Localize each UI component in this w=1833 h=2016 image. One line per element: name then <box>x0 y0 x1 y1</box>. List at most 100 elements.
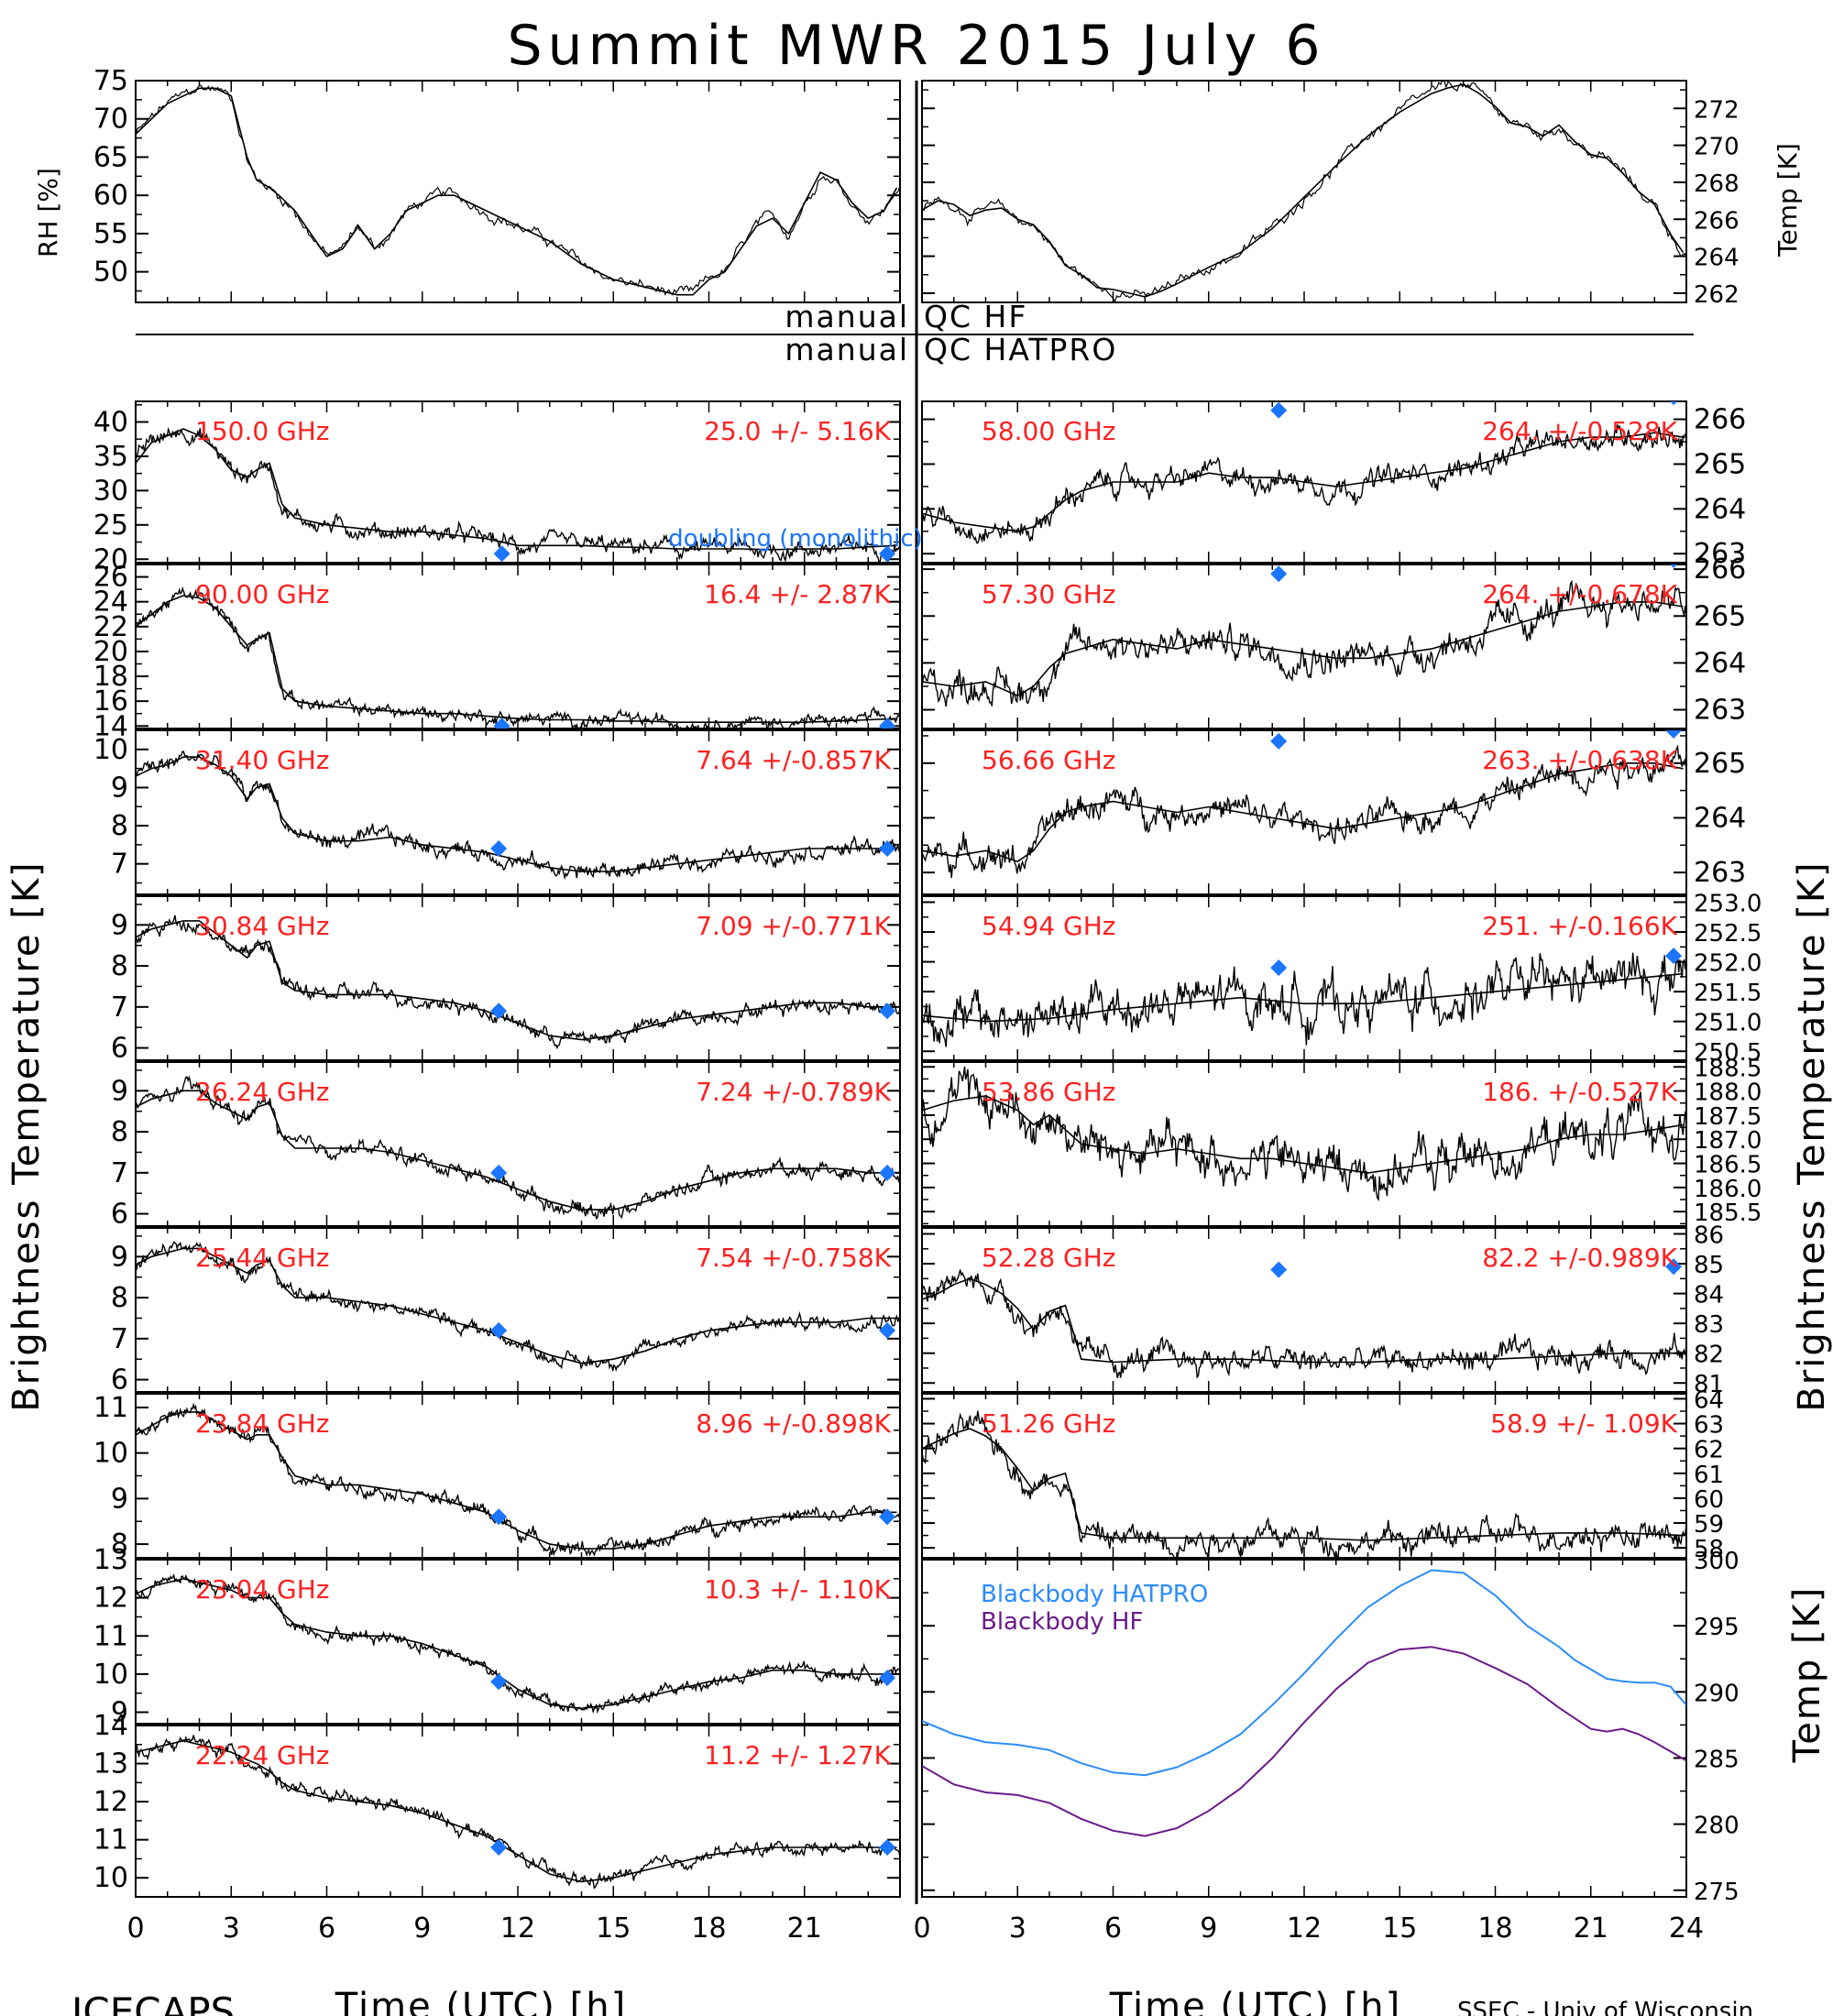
rh-ytick-label: 75 <box>93 65 128 97</box>
ch-53-86-ytick-label: 185.5 <box>1694 1200 1762 1227</box>
blackbody-xtick-label: 0 <box>913 1912 930 1945</box>
ch-51-26-ytick-label: 59 <box>1694 1511 1724 1539</box>
blackbody-ytick-label: 280 <box>1694 1813 1740 1840</box>
ch-51-26-ytick-label: 64 <box>1694 1386 1724 1414</box>
bt-right-ylabel: Brightness Temperature [K] <box>1791 860 1833 1411</box>
ch-26-24-freq-label: 26.24 GHz <box>195 1077 330 1107</box>
ch-23-04-ytick-label: 11 <box>93 1620 128 1652</box>
ch-52-28-ytick-label: 86 <box>1694 1222 1724 1250</box>
ch-56-66-qc-marker <box>1270 732 1288 750</box>
ch-22-24-ytick-label: 13 <box>93 1748 128 1780</box>
ch-22-24-xtick-label: 18 <box>691 1912 726 1945</box>
ch-54-94-ytick-label: 252.0 <box>1694 950 1762 978</box>
ch-90-ytick-label: 22 <box>93 611 128 643</box>
ch-25-44-ytick-label: 7 <box>111 1323 128 1355</box>
ch-25-44-stat-label: 7.54 +/-0.758K <box>696 1243 891 1273</box>
ch-52-28-ytick-label: 83 <box>1694 1311 1724 1339</box>
ch-31-40-ytick-label: 8 <box>111 810 128 842</box>
ch-54-94-ytick-label: 252.5 <box>1694 920 1762 948</box>
ch-54-94-freq-label: 54.94 GHz <box>982 911 1116 941</box>
blackbody-xtick-label: 18 <box>1477 1912 1512 1945</box>
ch-57-30-ytick-label: 264 <box>1694 647 1746 679</box>
rh-trace <box>136 84 900 296</box>
ch-23-84-stat-label: 8.96 +/-0.898K <box>696 1408 891 1439</box>
ch-23-84-ytick-label: 9 <box>111 1483 128 1515</box>
ch-57-30-freq-label: 57.30 GHz <box>982 579 1116 609</box>
ch-58-00-qc-marker <box>1270 401 1288 419</box>
ch-58-00-stat-label: 264. +/-0.528K <box>1482 416 1677 446</box>
ch-31-40-freq-label: 31.40 GHz <box>195 745 330 775</box>
ch-30-84-freq-label: 30.84 GHz <box>195 911 330 941</box>
ch-52-28-qc-marker <box>1665 1258 1683 1276</box>
ch-31-40-ytick-label: 10 <box>93 734 128 766</box>
blackbody-ytick-label: 290 <box>1694 1680 1740 1707</box>
ch-31-40-series-line <box>136 756 897 872</box>
ch-150-series-line <box>136 428 897 551</box>
ch-22-24-ytick-label: 14 <box>93 1710 128 1742</box>
ch-150-freq-label: 150.0 GHz <box>195 416 330 446</box>
ch-53-86-series-line <box>922 1095 1684 1174</box>
temp-top-trace <box>922 81 1686 302</box>
ch-58-00-ytick-label: 265 <box>1694 448 1746 480</box>
ch-25-44-ytick-label: 8 <box>111 1282 128 1314</box>
ch-22-24-freq-label: 22.24 GHz <box>195 1740 330 1770</box>
ch-56-66-panel: 263 264 265 56.66 GHz 263. +/-0.638K <box>921 729 1746 895</box>
ch-23-84-panel: 8 9 10 11 23.84 GHz 8.96 +/-0.898K <box>93 1392 901 1561</box>
blackbody-xtick-label: 12 <box>1287 1912 1322 1945</box>
ch-150-ytick-label: 35 <box>93 441 128 473</box>
ch-58-00-ytick-label: 263 <box>1694 538 1746 570</box>
footer-left: ICECAPS <box>71 1989 235 2016</box>
ch-56-66-qc-marker <box>1665 730 1683 739</box>
ch-30-84-qc-marker <box>879 1003 896 1020</box>
ch-54-94-ytick-label: 250.5 <box>1694 1039 1762 1067</box>
blackbody-ytick-label: 295 <box>1694 1614 1740 1641</box>
rh-ytick-label: 55 <box>93 218 128 250</box>
x-label-right: Time (UTC) [h] <box>1109 1986 1401 2016</box>
ch-90-ytick-label: 26 <box>93 562 128 594</box>
ch-54-94-stat-label: 251. +/-0.166K <box>1482 911 1677 941</box>
temp-top-ytick-label: 262 <box>1694 281 1740 309</box>
qc-hatpro-status: manual <box>785 332 909 367</box>
ch-26-24-trace <box>136 1075 900 1221</box>
ch-22-24-series-line <box>136 1739 897 1883</box>
blackbody-series-line <box>922 1569 1686 1777</box>
ch-31-40-trace <box>136 751 900 881</box>
ch-57-30-ytick-label: 266 <box>1694 553 1746 586</box>
ch-22-24-xtick-label: 3 <box>223 1912 240 1945</box>
ch-56-66-ytick-label: 265 <box>1694 748 1746 780</box>
ch-31-40-panel: 7 8 9 10 31.40 GHz 7.64 +/-0.857K <box>93 729 901 895</box>
rh-series-line <box>136 87 898 296</box>
ch-51-26-ytick-label: 62 <box>1694 1437 1724 1464</box>
qc-hf-status: manual <box>785 299 909 334</box>
ch-51-26-ytick-label: 58 <box>1694 1536 1724 1563</box>
ch-90-trace <box>136 586 900 729</box>
ch-52-28-stat-label: 82.2 +/-0.989K <box>1482 1243 1677 1273</box>
ch-58-00-ytick-label: 266 <box>1694 404 1746 436</box>
ch-26-24-qc-marker <box>490 1164 508 1181</box>
ch-90-ytick-label: 16 <box>93 685 128 718</box>
ch-23-04-panel: 9 10 11 12 13 23.04 GHz 10.3 +/- 1.10K <box>93 1544 901 1729</box>
ch-51-26-stat-label: 58.9 +/- 1.09K <box>1490 1408 1677 1439</box>
ch-22-24-ytick-label: 12 <box>93 1786 128 1818</box>
ch-26-24-ytick-label: 6 <box>111 1199 128 1231</box>
rh-panel: 50 55 60 65 70 75 <box>93 65 901 303</box>
ch-150-note: doubling (monolithic) <box>668 525 923 553</box>
plot-area: 5055606570752622642662682702722025303540… <box>93 65 1762 1945</box>
ch-150-qc-marker <box>879 545 896 563</box>
temp-top-ytick-label: 268 <box>1694 170 1740 198</box>
ch-23-04-qc-marker <box>490 1673 508 1691</box>
blackbody-ytick-label: 285 <box>1694 1746 1740 1773</box>
rh-ytick-label: 60 <box>93 180 128 212</box>
ch-23-04-stat-label: 10.3 +/- 1.10K <box>704 1574 891 1605</box>
ch-90-qc-marker <box>493 718 510 729</box>
ch-57-30-trace <box>922 579 1686 707</box>
blackbody-series-line <box>922 1646 1686 1837</box>
ch-25-44-trace <box>136 1241 900 1372</box>
bt-left-ylabel: Brightness Temperature [K] <box>5 860 48 1411</box>
rh-ytick-label: 50 <box>93 257 128 289</box>
ch-51-26-freq-label: 51.26 GHz <box>982 1408 1116 1439</box>
ch-25-44-panel: 6 7 8 9 25.44 GHz 7.54 +/-0.758K <box>111 1227 901 1397</box>
